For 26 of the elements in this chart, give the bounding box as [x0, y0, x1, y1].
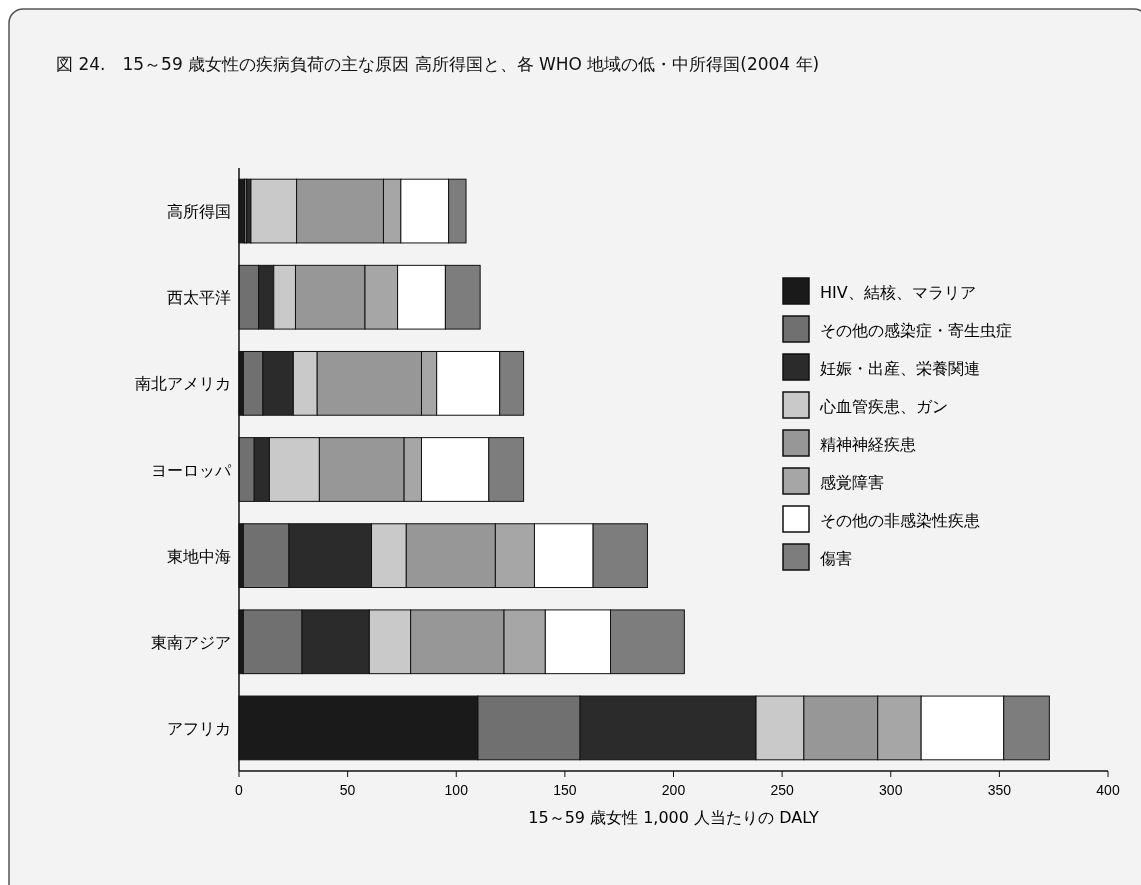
legend-label: 精神神経疾患 — [820, 435, 916, 454]
legend-label: 妊娠・出産、栄養関連 — [820, 359, 980, 378]
y-tick-label: 西太平洋 — [167, 288, 231, 308]
x-tick-label: 250 — [770, 782, 795, 798]
x-tick-label: 50 — [339, 782, 356, 798]
legend-label: HIV、結核、マラリア — [820, 283, 976, 302]
y-tick-label: アフリカ — [167, 718, 231, 738]
x-tick-label: 400 — [1096, 782, 1120, 798]
x-tick-label: 350 — [987, 782, 1012, 798]
x-tick-label: 100 — [444, 782, 469, 798]
x-tick-label: 300 — [879, 782, 903, 798]
legend-label: その他の感染症・寄生虫症 — [820, 321, 1012, 340]
legend-label: 感覚障害 — [820, 473, 884, 492]
x-tick-label: 200 — [661, 782, 686, 798]
y-tick-label: 東地中海 — [167, 546, 231, 566]
y-tick-label: 南北アメリカ — [135, 374, 231, 394]
legend-label: 傷害 — [819, 549, 852, 568]
legend-label: 心血管疾患、ガン — [819, 397, 948, 416]
y-tick-label: ヨーロッパ — [151, 460, 232, 480]
x-tick-label: 0 — [235, 782, 244, 798]
legend-label: その他の非感染性疾患 — [820, 511, 980, 530]
x-axis-title: 15～59 歳女性 1,000 人当たりの DALY — [528, 808, 819, 827]
y-tick-label: 東南アジア — [151, 632, 231, 652]
chart-title: 図 24. 15～59 歳女性の疾病負荷の主な原因 高所得国と、各 WHO 地域の低・中所得国(2004 年) — [56, 54, 820, 74]
y-tick-label: 高所得国 — [167, 202, 231, 222]
x-tick-label: 150 — [553, 782, 577, 798]
